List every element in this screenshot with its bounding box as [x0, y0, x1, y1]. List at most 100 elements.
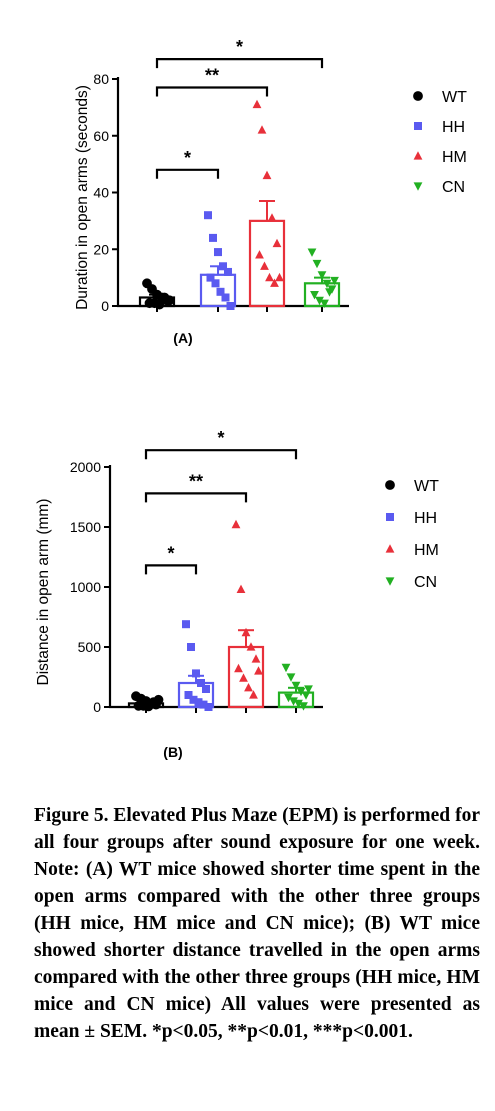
legend-marker-wt [385, 480, 395, 490]
data-point-cn [291, 681, 301, 691]
data-point-hh [197, 679, 205, 687]
legend-label-hh: HH [414, 510, 437, 527]
data-point-hh [214, 248, 222, 257]
significance-label: ** [189, 471, 203, 491]
data-point-wt [153, 694, 164, 705]
panel-label: (A) [173, 330, 192, 346]
data-point-cn [317, 271, 327, 280]
significance-label: * [217, 428, 224, 448]
y-tick-label: 0 [101, 298, 109, 314]
data-point-cn [320, 299, 329, 308]
data-point-cn [330, 276, 339, 286]
data-point-cn [284, 693, 293, 703]
significance-bracket [144, 492, 248, 503]
data-point-hh [187, 643, 195, 651]
legend-label-wt: WT [442, 89, 467, 106]
legend-label-wt: WT [414, 478, 439, 495]
bar-hm [248, 219, 286, 308]
data-point-hm [255, 250, 264, 259]
panel-label: (B) [163, 744, 182, 760]
y-tick-label: 60 [93, 128, 109, 144]
significance-bracket [144, 449, 298, 460]
data-point-hm [246, 642, 256, 651]
significance-bracket [155, 58, 324, 69]
y-tick-label: 80 [93, 71, 109, 87]
bar-hm [227, 645, 265, 709]
legend-marker-cn [385, 577, 395, 586]
data-point-hm [270, 278, 279, 287]
data-point-hm [244, 683, 253, 692]
data-point-cn [315, 296, 324, 306]
data-point-hm [249, 690, 258, 699]
data-point-hh [226, 302, 235, 310]
data-point-hh [192, 669, 200, 678]
y-tick-label: 1000 [70, 579, 101, 595]
significance-bracket [144, 564, 198, 575]
significance-label: * [184, 148, 191, 168]
data-point-cn [304, 685, 313, 694]
data-point-hh [204, 703, 213, 711]
data-point-cn [312, 259, 322, 269]
data-point-hm [272, 238, 282, 248]
significance-bracket [155, 168, 220, 179]
significance-label: * [236, 37, 243, 57]
data-point-hm [254, 666, 263, 675]
data-point-cn [286, 673, 296, 682]
data-point-cn [299, 702, 308, 711]
data-point-hm [231, 519, 241, 529]
data-point-hh [211, 279, 220, 288]
legend-label-hm: HM [442, 149, 467, 166]
data-point-hm [275, 272, 284, 282]
chart-b: 0 500 1000 1500 2000 Distance in open arm (mm… [35, 428, 439, 760]
data-point-hm [265, 272, 274, 282]
data-point-wt [154, 299, 165, 310]
legend-marker-cn [413, 182, 423, 191]
data-point-hh [219, 262, 227, 271]
legend-marker-hh [386, 513, 394, 521]
data-point-hm [252, 99, 262, 109]
y-tick-label: 2000 [70, 459, 101, 475]
data-point-cn [310, 291, 319, 300]
caption-text: Figure 5. Elevated Plus Maze (EPM) is pe… [34, 805, 480, 1042]
legend-label-hm: HM [414, 542, 439, 559]
y-tick-label: 40 [93, 185, 109, 201]
data-point-hh [224, 267, 232, 276]
significance-bracket [155, 86, 269, 97]
legend-marker-hh [414, 122, 422, 130]
data-point-hm [267, 213, 277, 222]
data-point-hh [194, 698, 203, 707]
data-point-hm [262, 170, 272, 180]
figure-caption: Figure 5. Elevated Plus Maze (EPM) is pe… [34, 802, 480, 1045]
data-point-cn [307, 248, 317, 257]
legend-label-cn: CN [414, 574, 437, 591]
data-point-hm [236, 584, 246, 593]
significance-label: ** [205, 66, 219, 86]
y-tick-label: 500 [78, 639, 102, 655]
legend-marker-hm [413, 151, 423, 160]
data-point-hm [234, 663, 243, 673]
data-point-hh [189, 695, 198, 704]
data-point-hh [206, 273, 215, 282]
data-point-cn [289, 697, 298, 706]
data-point-cn [322, 279, 332, 289]
legend-label-hh: HH [442, 119, 465, 136]
data-point-hh [216, 287, 225, 296]
data-point-wt [164, 295, 175, 306]
data-point-hm [241, 627, 251, 637]
y-tick-label: 1500 [70, 519, 101, 535]
data-point-cn [281, 663, 291, 673]
y-axis-label: Distance in open arm (mm) [35, 499, 52, 686]
data-point-hm [251, 654, 261, 663]
y-axis-label: Duration in open arms (seconds) [74, 85, 91, 310]
data-point-cn [301, 691, 311, 700]
data-point-hm [260, 261, 269, 270]
legend-label-cn: CN [442, 179, 465, 196]
data-point-hh [182, 620, 190, 629]
data-point-hm [257, 125, 267, 134]
data-point-hh [221, 293, 230, 302]
data-point-hh [202, 685, 210, 693]
data-point-hh [199, 700, 208, 709]
data-point-hh [184, 691, 193, 699]
data-point-cn [325, 288, 334, 297]
